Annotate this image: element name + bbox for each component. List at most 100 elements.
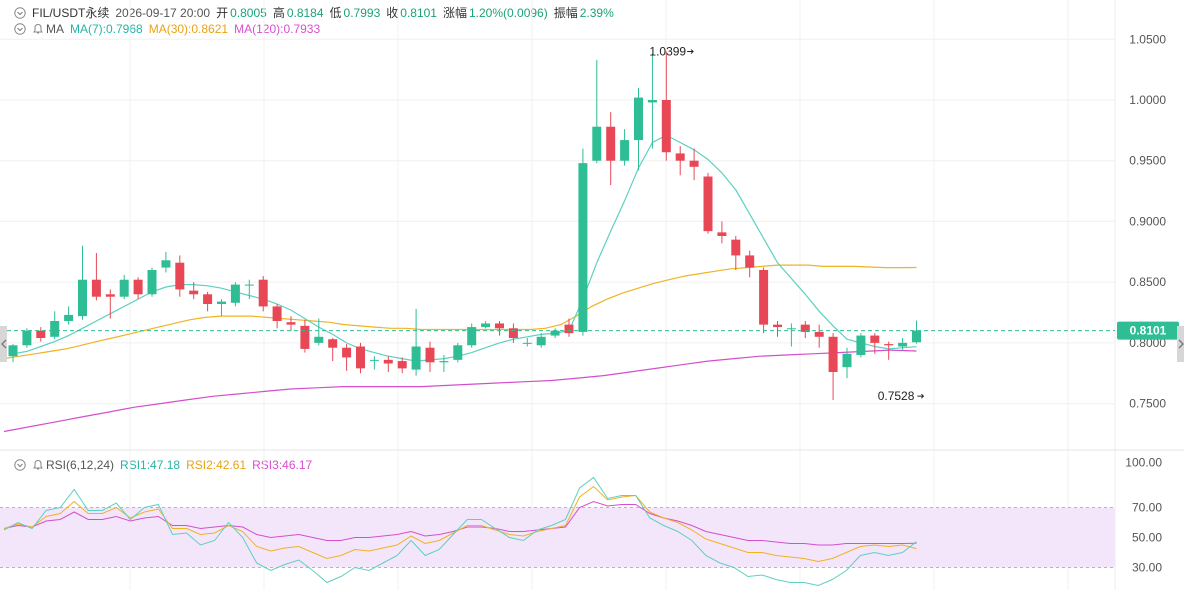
price-tick-label: 0.7500 [1129,397,1166,411]
candle-down [870,335,880,343]
candle-up [786,328,796,330]
candle-down [36,330,46,338]
candle-up [522,342,532,344]
candle-up [453,345,463,360]
candle-down [91,279,101,297]
collapse-chevron-icon[interactable] [14,6,26,19]
ma-indicator-label[interactable]: MA [32,22,64,36]
candle-down [689,160,699,167]
candle-up [8,345,18,357]
candle-down [425,347,435,363]
candle-down [258,279,268,307]
candle-down [661,100,671,153]
candle-down [731,239,741,256]
candle-up [634,97,643,141]
candle-down [356,346,365,369]
candle-down [745,255,755,268]
scroll-left-handle[interactable] [0,326,7,362]
amplitude-value: 2.39% [579,5,614,20]
rsi-tick-label: 100.00 [1125,456,1162,470]
candle-down [328,339,338,348]
candle-up [842,353,852,368]
ma30-value: MA(30):0.8621 [148,22,229,36]
collapse-chevron-icon[interactable] [14,23,26,35]
high-marker-arrow [687,49,694,54]
low-label: 低 [329,6,342,20]
candle-down [800,324,810,332]
ma-legend: MA MA(7):0.7968 MA(30):0.8621 MA(120):0.… [14,22,320,36]
candle-down [773,324,782,328]
open-label: 开 [216,6,229,20]
candle-up [64,314,74,321]
candle-down [105,294,115,297]
candle-up [78,279,87,317]
candle-up [22,330,32,346]
candle-up [912,330,921,343]
rsi2-line [3,485,917,563]
change-value: 1.20%(0.0096) [468,5,548,20]
high-label: 高 [272,6,285,20]
candle-up [50,321,60,337]
candle-up [411,346,421,370]
rsi-band [0,507,1115,568]
candle-down [675,153,685,161]
candle-down [495,323,504,329]
rsi-tick-label: 30.00 [1132,561,1162,575]
rsi-indicator-label[interactable]: RSI(6,12,24) [32,458,114,472]
rsi-tick-label: 50.00 [1132,531,1162,545]
symbol-info-bar: FIL/USDT永续 2026-09-17 20:00 开 0.8005 高 0.8… [14,4,614,21]
high-value: 0.8184 [286,5,324,20]
candle-down [189,290,199,295]
candle-up [244,284,254,286]
price-tick-label: 1.0500 [1129,32,1166,46]
symbol-name: FIL/USDT永续 [32,6,110,20]
candle-down [759,270,769,325]
candle-up [467,327,477,346]
collapse-chevron-icon[interactable] [14,459,26,471]
candle-up [592,126,602,161]
bell-icon [33,23,43,34]
rsi-tick-label: 70.00 [1132,501,1162,515]
candle-up [147,270,157,295]
rsi-legend: RSI(6,12,24) RSI1:47.18 RSI2:42.61 RSI3:… [14,458,312,472]
amplitude-label: 振幅 [553,6,578,20]
ma120-line [3,349,917,433]
candle-up [119,279,129,297]
candle-up [647,100,657,103]
candle-down [397,361,407,369]
ma120-value: MA(120):0.7933 [234,22,321,36]
candle-down [828,336,838,372]
ma30-line [3,264,917,360]
rsi1-line [3,476,917,587]
candle-up [620,140,630,161]
candle-down [286,322,296,325]
candle-down [272,306,282,321]
candle-down [203,294,213,304]
candle-up [217,301,226,304]
candle-datetime: 2026-09-17 20:00 [115,5,211,20]
candle-up [439,361,449,363]
candle-up [481,323,491,328]
close-value: 0.8101 [400,5,437,20]
price-tick-label: 0.9500 [1129,154,1166,168]
low-marker-arrow [917,393,925,399]
candle-up [550,330,560,336]
price-tick-label: 0.9000 [1129,214,1166,228]
bell-icon [33,459,43,470]
chevron-right-icon [1178,339,1184,349]
candle-up [161,260,171,268]
change-label: 涨幅 [442,6,467,20]
close-label: 收 [386,6,399,20]
low-marker-label: 0.7528 [878,389,915,403]
candle-up [536,336,546,346]
candle-down [884,344,894,346]
rsi2-value: RSI2:42.61 [186,458,247,472]
candle-down [342,347,352,358]
low-value: 0.7993 [343,5,381,20]
scroll-right-handle[interactable] [1177,326,1184,362]
candle-down [300,325,310,349]
candle-up [856,335,866,355]
candle-down [703,176,713,232]
candle-up [369,359,379,361]
